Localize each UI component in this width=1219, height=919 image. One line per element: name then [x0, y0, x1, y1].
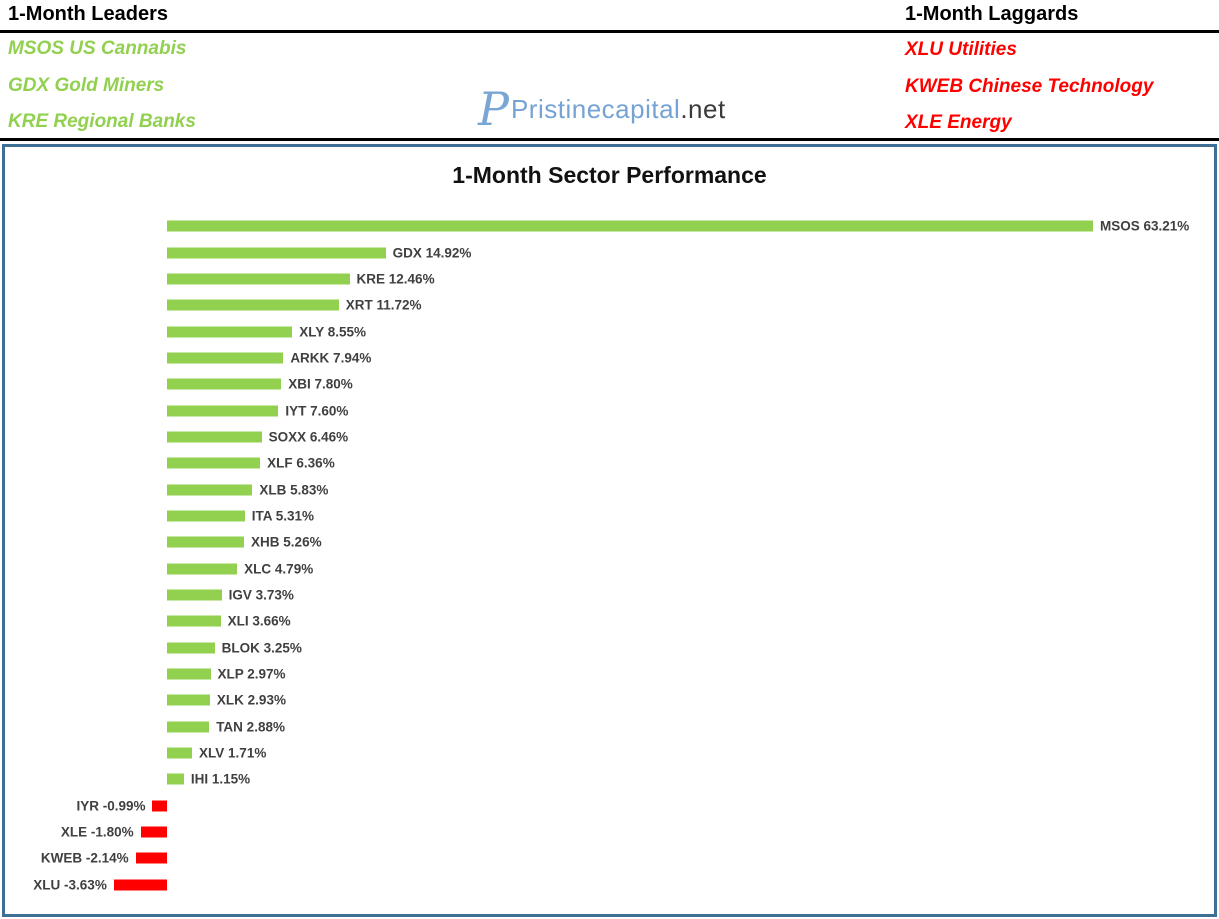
bar-label: XRT 11.72%	[345, 297, 422, 313]
logo-name: Pristinecapital	[510, 93, 681, 124]
bar-label: XLB 5.83%	[259, 482, 329, 498]
bar-label: XBI 7.80%	[288, 376, 353, 392]
header-divider-bottom	[0, 138, 1219, 141]
bar-label: XLY 8.55%	[299, 324, 367, 340]
bar-row: KWEB -2.14%	[5, 845, 1214, 871]
bar-label: GDX 14.92%	[392, 245, 472, 261]
positive-bar	[167, 299, 339, 311]
bar-row: XLE -1.80%	[5, 819, 1214, 845]
laggards-item: XLE Energy	[905, 112, 1012, 133]
bar-label: KWEB -2.14%	[40, 850, 129, 866]
bar-label: XLI 3.66%	[227, 613, 291, 629]
bar-label: IYR -0.99%	[76, 798, 146, 814]
leaders-item: KRE Regional Banks	[8, 111, 196, 132]
bar-row: KRE 12.46%	[5, 266, 1214, 292]
bar-row: XRT 11.72%	[5, 292, 1214, 318]
bar-row: XLC 4.79%	[5, 555, 1214, 581]
bar-label: XLU -3.63%	[33, 877, 107, 893]
positive-bar	[167, 457, 261, 469]
positive-bar	[167, 484, 253, 496]
positive-bar	[167, 536, 245, 548]
bar-row: IGV 3.73%	[5, 582, 1214, 608]
laggards-item: KWEB Chinese Technology	[905, 76, 1154, 97]
bar-row: XLI 3.66%	[5, 608, 1214, 634]
positive-bar	[167, 563, 238, 575]
header-divider-top	[0, 30, 1219, 33]
bar-row: XLY 8.55%	[5, 318, 1214, 344]
positive-bar	[167, 378, 282, 390]
positive-bar	[167, 642, 215, 654]
positive-bar	[167, 668, 211, 680]
bar-row: IYR -0.99%	[5, 793, 1214, 819]
bar-row: SOXX 6.46%	[5, 424, 1214, 450]
bar-row: GDX 14.92%	[5, 239, 1214, 265]
bar-row: XLF 6.36%	[5, 450, 1214, 476]
bar-row: IYT 7.60%	[5, 397, 1214, 423]
positive-bar	[167, 431, 262, 443]
positive-bar	[167, 773, 184, 785]
bar-row: XBI 7.80%	[5, 371, 1214, 397]
pristinecapital-logo: P Pristinecapital .net	[478, 84, 726, 134]
logo-script-p-icon: P	[478, 82, 509, 136]
negative-bar	[135, 852, 167, 864]
laggards-title: 1-Month Laggards	[905, 3, 1079, 25]
bar-row: XHB 5.26%	[5, 529, 1214, 555]
bar-label: XLP 2.97%	[217, 666, 286, 682]
bar-label: ARKK 7.94%	[290, 350, 372, 366]
bar-label: IHI 1.15%	[190, 771, 251, 787]
bar-label: BLOK 3.25%	[221, 640, 302, 656]
positive-bar	[167, 721, 210, 733]
bar-row: XLV 1.71%	[5, 740, 1214, 766]
report-header: 1-Month Leaders 1-Month Laggards MSOS US…	[0, 0, 1219, 144]
positive-bar	[167, 589, 222, 601]
leaders-title: 1-Month Leaders	[8, 3, 169, 25]
bar-label: XHB 5.26%	[251, 534, 322, 550]
bar-label: XLC 4.79%	[244, 561, 314, 577]
positive-bar	[167, 747, 193, 759]
bar-row: XLK 2.93%	[5, 687, 1214, 713]
bar-label: XLK 2.93%	[216, 692, 286, 708]
bar-label: ITA 5.31%	[251, 508, 315, 524]
leaders-item: MSOS US Cannabis	[8, 38, 187, 59]
bar-label: IGV 3.73%	[228, 587, 294, 603]
bar-label: SOXX 6.46%	[268, 429, 349, 445]
logo-suffix: .net	[680, 93, 726, 124]
bar-label: IYT 7.60%	[285, 403, 349, 419]
positive-bar	[167, 273, 350, 285]
positive-bar	[167, 220, 1094, 232]
laggards-item: XLU Utilities	[905, 39, 1017, 60]
negative-bar	[113, 879, 167, 891]
negative-bar	[152, 800, 167, 812]
bar-row: XLB 5.83%	[5, 476, 1214, 502]
bar-label: MSOS 63.21%	[1100, 218, 1190, 234]
leaders-item: GDX Gold Miners	[8, 75, 165, 96]
bar-label: XLF 6.36%	[267, 455, 335, 471]
bar-row: ITA 5.31%	[5, 503, 1214, 529]
positive-bar	[167, 352, 284, 364]
positive-bar	[167, 326, 293, 338]
bar-row: TAN 2.88%	[5, 714, 1214, 740]
sector-performance-chart: 1-Month Sector Performance MSOS 63.21% GD…	[2, 144, 1217, 917]
positive-bar	[167, 615, 221, 627]
bar-label: TAN 2.88%	[216, 719, 285, 735]
bar-label: XLE -1.80%	[60, 824, 134, 840]
chart-title: 1-Month Sector Performance	[452, 162, 767, 188]
bar-row: XLU -3.63%	[5, 872, 1214, 898]
positive-bar	[167, 510, 245, 522]
bar-row: XLP 2.97%	[5, 661, 1214, 687]
bar-row: MSOS 63.21%	[5, 213, 1214, 239]
chart-plot: MSOS 63.21% GDX 14.92% KRE 12.46% XRT 11.72…	[5, 213, 1214, 898]
bar-row: BLOK 3.25%	[5, 635, 1214, 661]
bar-label: XLV 1.71%	[199, 745, 267, 761]
negative-bar	[140, 826, 167, 838]
bar-row: ARKK 7.94%	[5, 345, 1214, 371]
positive-bar	[167, 247, 386, 259]
positive-bar	[167, 405, 279, 417]
bar-label: KRE 12.46%	[356, 271, 435, 287]
bar-row: IHI 1.15%	[5, 766, 1214, 792]
positive-bar	[167, 694, 210, 706]
